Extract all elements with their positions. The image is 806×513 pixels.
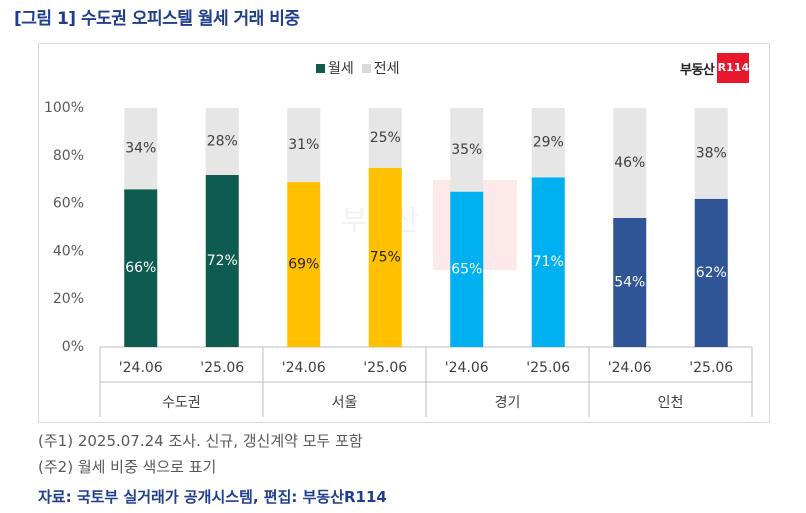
bar-wolse: [613, 217, 647, 347]
data-label-wolse: 54%: [614, 274, 645, 290]
bar-wolse: [287, 182, 321, 347]
data-label-wolse: 65%: [451, 261, 482, 277]
legend-item-wolse: 월세: [316, 58, 354, 78]
x-tick-label: '24.06: [282, 360, 326, 376]
x-tick-label: '24.06: [119, 360, 163, 376]
figure-title: [그림 1] 수도권 오피스텔 월세 거래 비중: [14, 9, 300, 29]
y-tick-label: 40%: [53, 243, 84, 259]
y-tick-label: 20%: [53, 291, 84, 307]
y-tick-label: 80%: [53, 148, 84, 164]
bar-jeonse: [450, 108, 484, 192]
data-label-wolse: 72%: [207, 253, 238, 269]
bar-wolse: [205, 174, 239, 347]
logo-badge: R114: [717, 53, 750, 83]
data-label-wolse: 69%: [288, 257, 319, 273]
chart-panel: [38, 43, 770, 423]
data-label-jeonse: 38%: [696, 145, 727, 161]
data-label-wolse: 66%: [125, 260, 156, 276]
group-label: 경기: [495, 395, 521, 411]
r114-logo: 부동산 R114: [680, 53, 750, 83]
group-label: 서울: [332, 395, 358, 411]
bar-jeonse: [124, 108, 158, 190]
chart-legend: 월세 전세: [316, 58, 400, 78]
data-label-wolse: 62%: [696, 265, 727, 281]
data-label-jeonse: 46%: [614, 155, 645, 171]
bar-jeonse: [694, 108, 728, 199]
y-tick-label: 100%: [44, 100, 84, 116]
bar-jeonse: [368, 108, 402, 168]
x-tick-label: '25.06: [200, 360, 244, 376]
bar-jeonse: [205, 108, 239, 175]
x-tick-label: '24.06: [445, 360, 489, 376]
bar-jeonse: [613, 108, 647, 218]
x-tick-label: '25.06: [363, 360, 407, 376]
y-tick-label: 60%: [53, 196, 84, 212]
bar-wolse: [124, 189, 158, 347]
data-label-jeonse: 29%: [533, 135, 564, 151]
legend-swatch-jeonse: [361, 64, 371, 73]
logo-text: 부동산: [680, 62, 715, 78]
legend-label-jeonse: 전세: [373, 61, 400, 77]
bar-wolse: [694, 198, 728, 347]
x-tick-label: '25.06: [526, 360, 570, 376]
data-label-jeonse: 35%: [451, 142, 482, 158]
note-1: (주1) 2025.07.24 조사. 신규, 갱신계약 모두 포함: [38, 432, 363, 450]
bar-jeonse: [287, 108, 321, 183]
group-label: 수도권: [162, 395, 201, 411]
x-tick-label: '25.06: [689, 360, 733, 376]
group-label: 인천: [658, 395, 684, 411]
x-tick-label: '24.06: [608, 360, 652, 376]
legend-item-jeonse: 전세: [361, 58, 400, 78]
data-label-wolse: 71%: [533, 254, 564, 270]
source-credit: 자료: 국토부 실거래가 공개시스템, 편집: 부동산R114: [38, 488, 387, 506]
data-label-jeonse: 31%: [288, 137, 319, 153]
legend-swatch-wolse: [316, 64, 325, 73]
bar-wolse: [450, 191, 484, 347]
bar-wolse: [531, 177, 565, 347]
note-2: (주2) 월세 비중 색으로 표기: [38, 458, 217, 476]
bar-jeonse: [531, 108, 565, 178]
data-label-wolse: 75%: [370, 249, 401, 265]
data-label-jeonse: 34%: [125, 141, 156, 157]
bar-wolse: [368, 167, 402, 347]
stacked-bar-chart: 부동산0%20%40%60%80%100%66%34%'24.0672%28%'…: [44, 100, 753, 417]
legend-label-wolse: 월세: [328, 61, 354, 77]
data-label-jeonse: 28%: [207, 133, 238, 149]
data-label-jeonse: 25%: [370, 130, 401, 146]
y-tick-label: 0%: [62, 339, 84, 355]
